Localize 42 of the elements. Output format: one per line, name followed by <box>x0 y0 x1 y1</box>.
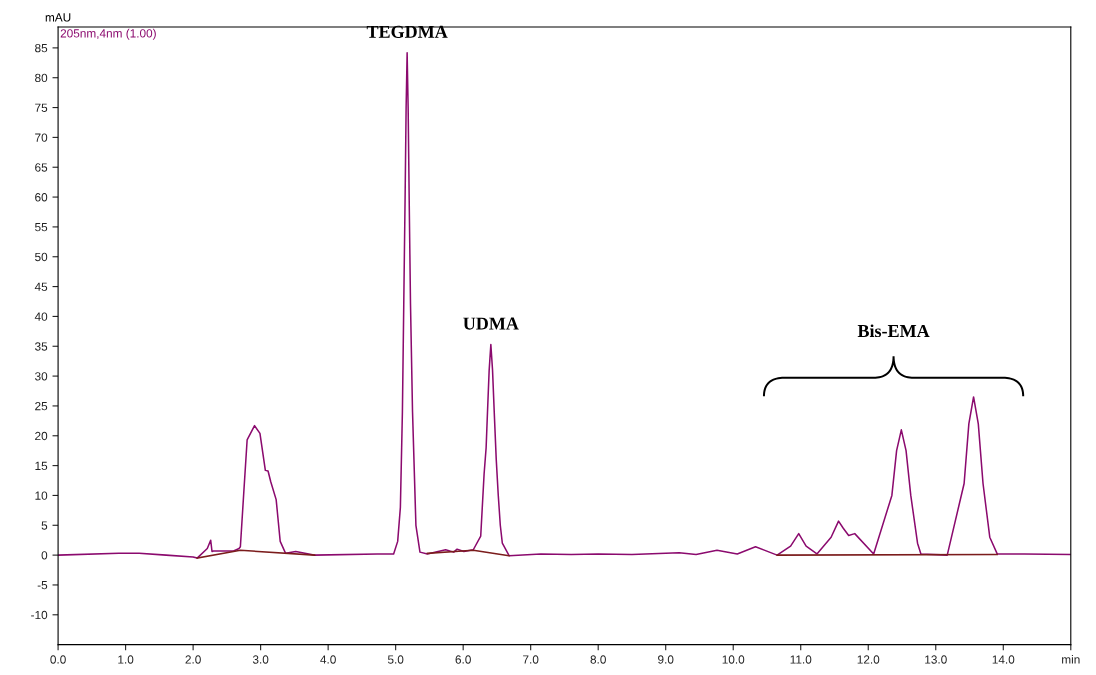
x-tick-label: 13.0 <box>925 655 947 664</box>
line-series <box>58 51 1071 559</box>
y-tick-label: 20 <box>35 431 48 441</box>
y-tick-label: 0 <box>41 551 48 560</box>
annotation: Bis-EMA <box>857 324 930 338</box>
x-tick-label: 12.0 <box>857 655 880 664</box>
y-tick-label: -10 <box>31 610 48 620</box>
y-tick-label: 70 <box>35 133 48 142</box>
y-tick-label: 60 <box>35 193 48 202</box>
x-tick-label: 10.0 <box>722 655 745 664</box>
y-tick-label: 25 <box>35 401 48 411</box>
y-tick-label: 50 <box>35 252 48 262</box>
y-tick-label: 80 <box>35 73 48 83</box>
x-tick-label: min <box>1062 655 1080 664</box>
y-tick-label: 55 <box>35 223 48 232</box>
x-tick-label: 0.0 <box>50 655 66 664</box>
x-tick-label: 8.0 <box>590 655 606 664</box>
x-tick-label: 6.0 <box>455 655 471 664</box>
x-tick-label: 1.0 <box>118 655 134 664</box>
y-tick-label: 30 <box>34 372 48 381</box>
x-tick-label: 7.0 <box>523 655 539 664</box>
x-tick-label: 9.0 <box>658 655 674 664</box>
y-axis-title: mAU <box>45 13 71 22</box>
x-tick-label: 3.0 <box>252 655 269 664</box>
y-tick-label: 5 <box>41 521 48 530</box>
y-tick-label: 65 <box>35 163 48 172</box>
y-tick-label: 85 <box>35 43 48 53</box>
y-tick-label: 75 <box>35 103 48 112</box>
x-tick-label: 14.0 <box>992 655 1015 664</box>
y-tick-label: 45 <box>34 282 48 291</box>
annotation: UDMA <box>463 317 519 330</box>
x-tick-label: 2.0 <box>185 655 201 664</box>
annotation: TEGDMA <box>366 25 448 38</box>
y-tick-label: 10 <box>35 491 48 500</box>
x-tick-label: 11.0 <box>790 655 812 664</box>
x-tick-label: 5.0 <box>387 655 404 664</box>
y-tick-label: -5 <box>37 581 48 590</box>
y-tick-label: 40 <box>34 312 48 321</box>
y-tick-label: 15 <box>35 461 48 470</box>
y-tick-label: 35 <box>34 342 48 351</box>
text: 205nm,4nm (1.00) <box>60 28 156 40</box>
x-tick-label: 4.0 <box>320 655 336 664</box>
